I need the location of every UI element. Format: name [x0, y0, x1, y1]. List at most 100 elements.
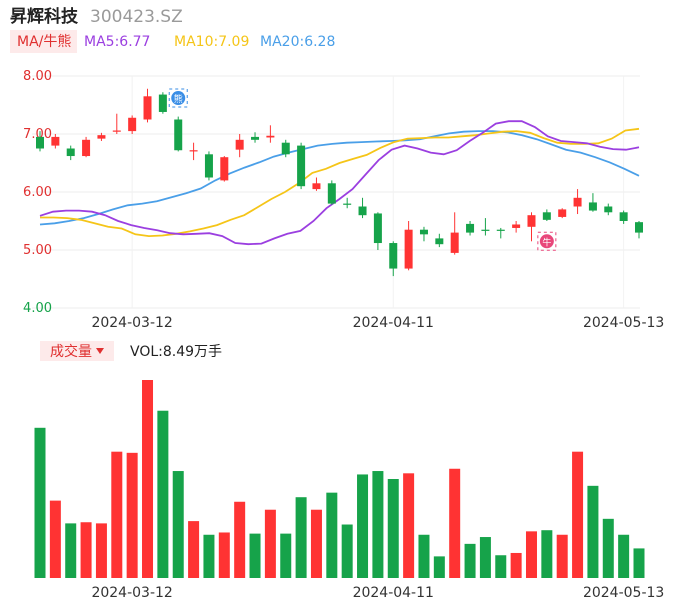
ma10-legend: MA10:7.09: [174, 34, 249, 50]
candle-body: [604, 206, 613, 213]
candle-body: [635, 222, 643, 233]
volume-bar: [633, 548, 645, 578]
volume-bar: [218, 532, 230, 578]
volume-bar: [464, 543, 476, 578]
ma5-line: [39, 120, 640, 246]
candle-body: [189, 150, 198, 152]
price-axis: 8.00 7.00 6.00 5.00 4.00: [23, 69, 52, 316]
candle-body: [527, 215, 536, 227]
volume-bar: [387, 479, 399, 578]
candle-body: [373, 213, 382, 244]
candle-body: [389, 243, 398, 269]
volume-bar: [541, 530, 553, 578]
volume-bar: [65, 523, 77, 578]
volume-bar: [142, 380, 154, 578]
volume-bar: [510, 552, 522, 578]
volume-bar: [49, 500, 61, 578]
bull-icon-frame: [537, 231, 557, 251]
volume-value-label: VOL:8.49万手: [130, 344, 222, 360]
candle-body: [128, 117, 137, 132]
volume-selector-button[interactable]: 成交量: [50, 343, 92, 360]
bull-bear-markers: 熊牛: [168, 88, 557, 251]
candlesticks: [36, 88, 643, 277]
bear-icon-badge: [171, 91, 186, 106]
volume-bar: [310, 509, 322, 578]
candle-body: [204, 154, 213, 178]
volume-bar: [295, 497, 307, 578]
candle-body: [312, 183, 321, 190]
candle-body: [327, 183, 336, 204]
candle-body: [466, 223, 475, 233]
volume-bar: [618, 534, 630, 578]
moving-average-lines: [39, 120, 640, 246]
candle-body: [36, 136, 44, 149]
volume-bar: [203, 534, 215, 578]
stock-code: 300423.SZ: [90, 7, 183, 27]
volume-bar: [80, 522, 92, 578]
candle-body: [588, 202, 597, 211]
bull-icon: 牛: [537, 231, 557, 251]
volume-date-axis: 2024-03-12 2024-04-11 2024-05-13: [91, 585, 664, 601]
date-tick-label: 2024-03-12: [91, 585, 172, 601]
candle-body: [573, 197, 582, 207]
bull-icon-label: 牛: [542, 236, 551, 248]
ma10-line: [40, 127, 640, 238]
price-tick-label: 4.00: [23, 301, 52, 316]
volume-bar: [556, 534, 568, 578]
candle-body: [235, 139, 244, 150]
candle-body: [158, 94, 167, 112]
volume-bar: [111, 451, 123, 578]
ma5-legend: MA5:6.77: [84, 34, 150, 50]
volume-bar: [249, 533, 261, 578]
volume-bar: [495, 555, 507, 578]
candle-body: [496, 229, 505, 231]
candle-body: [297, 145, 306, 187]
volume-bar: [449, 468, 461, 578]
candle-body: [174, 119, 183, 151]
volume-bar: [172, 471, 184, 578]
volume-bar: [34, 427, 46, 578]
ma20-legend: MA20:6.28: [260, 34, 335, 50]
candle-body: [266, 135, 275, 138]
candle-body: [450, 232, 459, 253]
volume-selector-background[interactable]: [40, 341, 114, 361]
ma-selector-button[interactable]: MA/牛熊: [17, 34, 71, 50]
candle-body: [112, 130, 121, 132]
volume-bar: [326, 492, 338, 578]
volume-bar: [602, 518, 614, 578]
price-grid: [32, 75, 640, 309]
price-date-axis: 2024-03-12 2024-04-11 2024-05-13: [91, 315, 664, 331]
candle-body: [251, 136, 260, 140]
date-tick-label: 2024-05-13: [583, 315, 664, 331]
bear-icon: 熊: [168, 88, 188, 108]
volume-bar: [341, 524, 353, 578]
candle-body: [404, 229, 413, 269]
candle-body: [542, 212, 551, 220]
chevron-down-icon[interactable]: [96, 348, 104, 354]
volume-bar: [126, 452, 138, 578]
volume-bar: [372, 471, 384, 578]
bear-icon-label: 熊: [174, 93, 183, 105]
volume-bar: [188, 521, 200, 578]
volume-bar: [234, 501, 246, 578]
volume-bar: [264, 509, 276, 578]
price-tick-label: 8.00: [23, 69, 52, 84]
candle-body: [343, 203, 352, 205]
stock-name: 昇辉科技: [10, 6, 79, 27]
ma-selector-background[interactable]: [10, 30, 77, 53]
date-tick-label: 2024-04-11: [353, 315, 434, 331]
date-tick-label: 2024-04-11: [353, 585, 434, 601]
volume-bar: [572, 451, 584, 578]
volume-bar: [280, 533, 292, 578]
candle-body: [97, 135, 106, 139]
volume-bar: [357, 474, 369, 578]
candle-body: [558, 209, 567, 217]
price-tick-label: 5.00: [23, 243, 52, 258]
volume-bar: [433, 556, 445, 578]
candle-body: [51, 136, 60, 146]
volume-bar: [479, 537, 491, 578]
candle-body: [66, 148, 75, 157]
price-tick-label: 7.00: [23, 127, 52, 142]
date-tick-label: 2024-03-12: [91, 315, 172, 331]
